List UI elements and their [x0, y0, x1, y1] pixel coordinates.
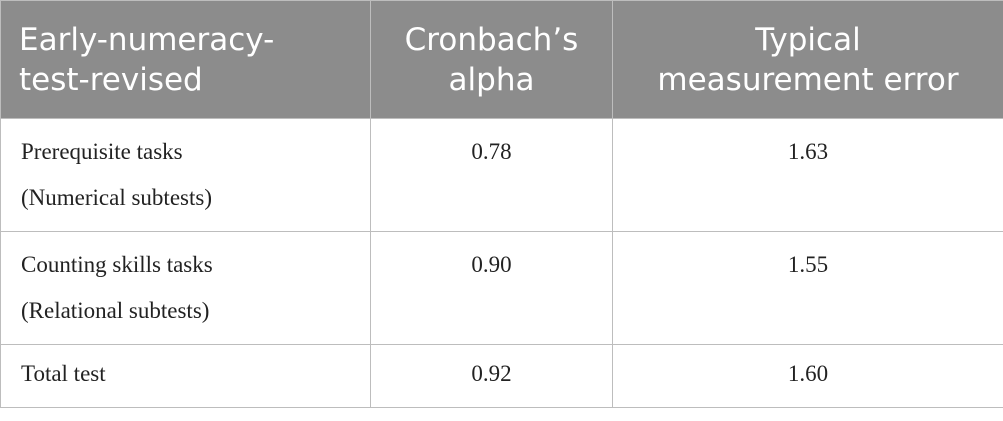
header-cell: Typical measurement error [612, 0, 1003, 119]
table-row: Prerequisite tasks (Numerical subtests) 0.… [0, 118, 1003, 232]
header-cell: Early-numeracy-test-revised [0, 0, 371, 119]
value-cell: 1.63 [612, 118, 1003, 232]
cell-value: 0.92 [471, 361, 512, 386]
value-cell: 0.92 [370, 344, 613, 408]
table-row: Total test 0.92 1.60 [0, 344, 1003, 408]
row-label-text: Counting skills tasks [21, 252, 213, 277]
value-cell: 1.55 [612, 231, 1003, 345]
header-text: Early-numeracy- [19, 21, 275, 58]
row-label: Prerequisite tasks (Numerical subtests) [0, 118, 371, 232]
row-label: Total test [0, 344, 371, 408]
header-text: Typical [755, 21, 861, 58]
cell-value: 0.78 [471, 139, 512, 164]
value-cell: 0.78 [370, 118, 613, 232]
header-row: Early-numeracy-test-revised Cronbach’s alp… [0, 0, 1003, 119]
header-text: alpha [448, 61, 535, 98]
cell-value: 0.90 [471, 252, 512, 277]
cell-value: 1.60 [787, 361, 829, 386]
row-label-text: (Relational subtests) [21, 298, 210, 323]
header-cell: Cronbach’s alpha [370, 0, 613, 119]
value-cell: 1.60 [612, 344, 1003, 408]
row-label-text: Prerequisite tasks [21, 139, 183, 164]
table-body: Prerequisite tasks (Numerical subtests) 0.… [0, 118, 1003, 408]
cell-value: 1.55 [787, 252, 829, 277]
value-cell: 0.90 [370, 231, 613, 345]
cell-value: 1.63 [787, 139, 829, 164]
reliability-table: Early-numeracy-test-revised Cronbach’s alp… [0, 0, 1003, 408]
table-row: Counting skills tasks (Relational subtest… [0, 231, 1003, 345]
row-label-text: (Numerical subtests) [21, 185, 212, 210]
row-label-text: Total test [21, 361, 106, 386]
header-text: Cronbach’s [404, 21, 579, 58]
header-text: test-revised [19, 61, 203, 98]
row-label: Counting skills tasks (Relational subtest… [0, 231, 371, 345]
header-text: measurement error [657, 61, 959, 98]
